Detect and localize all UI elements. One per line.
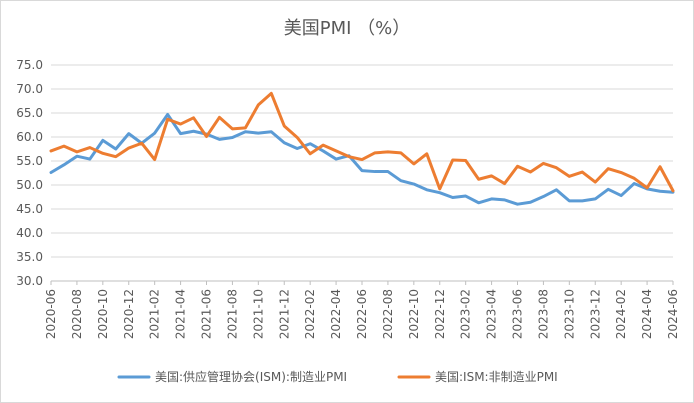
- x-tick-label: 2021-10: [251, 289, 265, 339]
- x-tick-label: 2020-10: [96, 289, 110, 339]
- x-tick-label: 2020-06: [44, 289, 58, 339]
- legend-entry-non-manufacturing: 美国:ISM:非制造业PMI: [397, 370, 558, 384]
- x-tick-label: 2023-08: [536, 289, 550, 339]
- y-tick-label: 50.0: [16, 178, 43, 192]
- x-tick-label: 2020-12: [122, 289, 136, 339]
- chart-title: 美国PMI （%）: [284, 18, 411, 39]
- x-tick-label: 2022-10: [407, 289, 421, 339]
- x-tick-label: 2024-04: [640, 289, 654, 339]
- y-tick-label: 60.0: [16, 130, 43, 144]
- x-tick-label: 2023-02: [459, 289, 473, 339]
- x-tick-label: 2022-06: [355, 289, 369, 339]
- y-tick-label: 65.0: [16, 106, 43, 120]
- series-line-non-manufacturing: [49, 91, 675, 193]
- x-tick-label: 2022-12: [433, 289, 447, 339]
- x-tick-label: 2021-02: [148, 289, 162, 339]
- x-tick-label: 2022-02: [303, 289, 317, 339]
- x-tick-label: 2024-02: [614, 289, 628, 339]
- series-lines: [49, 91, 675, 206]
- legend: 美国:供应管理协会(ISM):制造业PMI 美国:ISM:非制造业PMI: [117, 369, 558, 384]
- y-tick-label: 30.0: [16, 274, 43, 288]
- y-tick-label: 55.0: [16, 154, 43, 168]
- x-tick-label: 2023-06: [511, 289, 525, 339]
- x-tick-label: 2022-08: [381, 289, 395, 339]
- y-tick-label: 70.0: [16, 82, 43, 96]
- y-tick-label: 40.0: [16, 226, 43, 240]
- x-tick-label: 2021-12: [277, 289, 291, 339]
- y-tick-label: 45.0: [16, 202, 43, 216]
- series-line-manufacturing: [49, 112, 675, 206]
- y-tick-label: 75.0: [16, 58, 43, 72]
- x-tick-label: 2021-06: [200, 289, 214, 339]
- x-tick-label: 2022-04: [329, 289, 343, 339]
- x-tick-label: 2024-06: [666, 289, 680, 339]
- x-tick-label: 2023-10: [562, 289, 576, 339]
- legend-label: 美国:ISM:非制造业PMI: [435, 370, 558, 384]
- x-tick-label: 2023-12: [588, 289, 602, 339]
- y-tick-label: 35.0: [16, 250, 43, 264]
- axes: 30.0 35.0 40.0 45.0 50.0 55.0 60.0 65.0 70.0 75.0…: [16, 58, 680, 339]
- legend-label: 美国:供应管理协会(ISM):制造业PMI: [155, 369, 347, 384]
- x-tick-label: 2020-08: [70, 289, 84, 339]
- legend-entry-manufacturing: 美国:供应管理协会(ISM):制造业PMI: [117, 369, 347, 384]
- x-tick-label: 2023-04: [485, 289, 499, 339]
- x-tick-label: 2021-04: [174, 289, 188, 339]
- x-tick-label: 2021-08: [225, 289, 239, 339]
